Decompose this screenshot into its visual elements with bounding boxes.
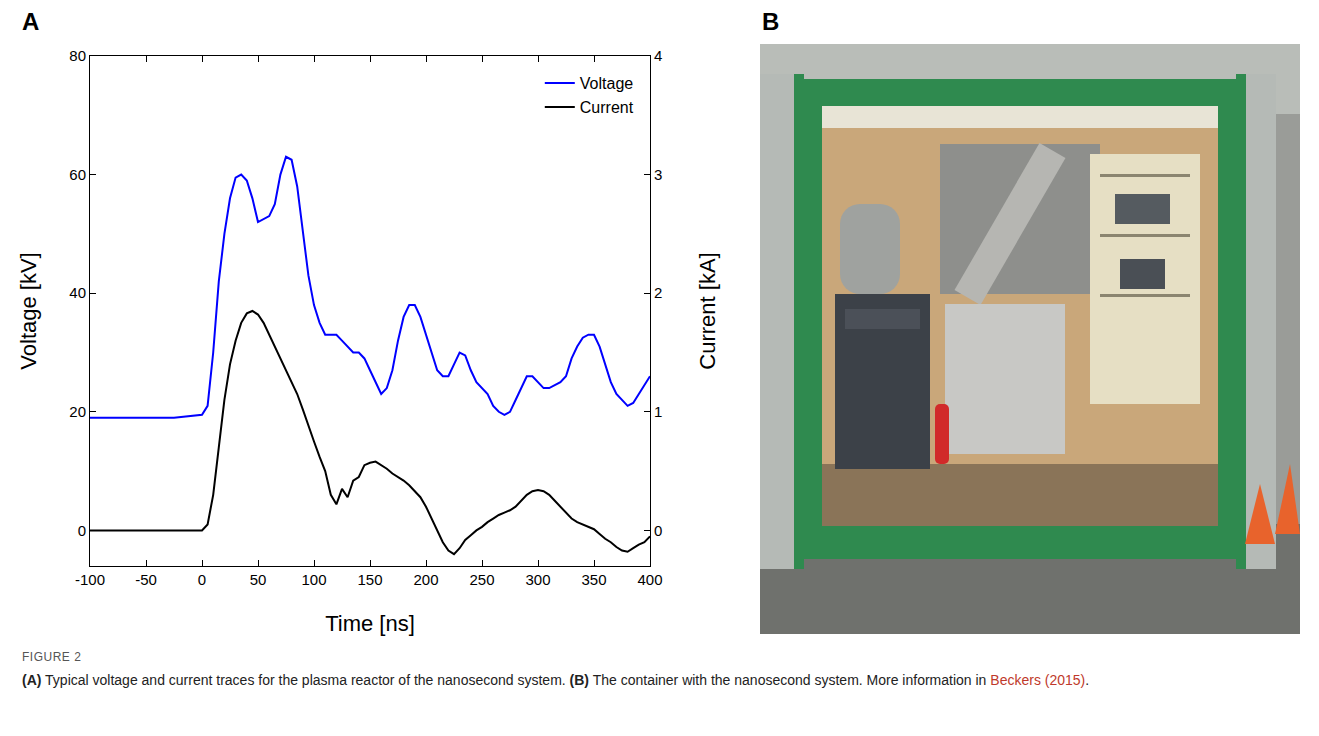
svg-text:60: 60	[69, 166, 86, 183]
svg-text:4: 4	[654, 47, 662, 64]
svg-text:0: 0	[198, 571, 206, 588]
svg-text:0: 0	[654, 522, 662, 539]
html-text:FIGURE 2: FIGURE 2	[22, 650, 82, 664]
html-text:B: B	[762, 8, 780, 35]
svg-text:Voltage: Voltage	[580, 75, 633, 92]
html-text:(A) Typical voltage and curren: (A) Typical voltage and current traces f…	[22, 672, 1090, 688]
svg-text:Time [ns]: Time [ns]	[325, 611, 415, 636]
svg-text:3: 3	[654, 166, 662, 183]
svg-text:350: 350	[581, 571, 606, 588]
svg-text:2: 2	[654, 284, 662, 301]
svg-text:-100: -100	[75, 571, 105, 588]
svg-text:80: 80	[69, 47, 86, 64]
svg-text:Current: Current	[580, 99, 634, 116]
svg-text:0: 0	[78, 522, 86, 539]
svg-text:150: 150	[357, 571, 382, 588]
svg-text:Current [kA]: Current [kA]	[695, 252, 720, 369]
svg-text:20: 20	[69, 403, 86, 420]
svg-text:100: 100	[301, 571, 326, 588]
svg-text:300: 300	[525, 571, 550, 588]
svg-text:400: 400	[637, 571, 662, 588]
html-text:A: A	[22, 8, 40, 35]
svg-text:1: 1	[654, 403, 662, 420]
svg-text:250: 250	[469, 571, 494, 588]
svg-text:Voltage [kV]: Voltage [kV]	[16, 252, 41, 369]
svg-text:40: 40	[69, 284, 86, 301]
svg-text:50: 50	[250, 571, 267, 588]
svg-text:-50: -50	[135, 571, 157, 588]
svg-text:200: 200	[413, 571, 438, 588]
